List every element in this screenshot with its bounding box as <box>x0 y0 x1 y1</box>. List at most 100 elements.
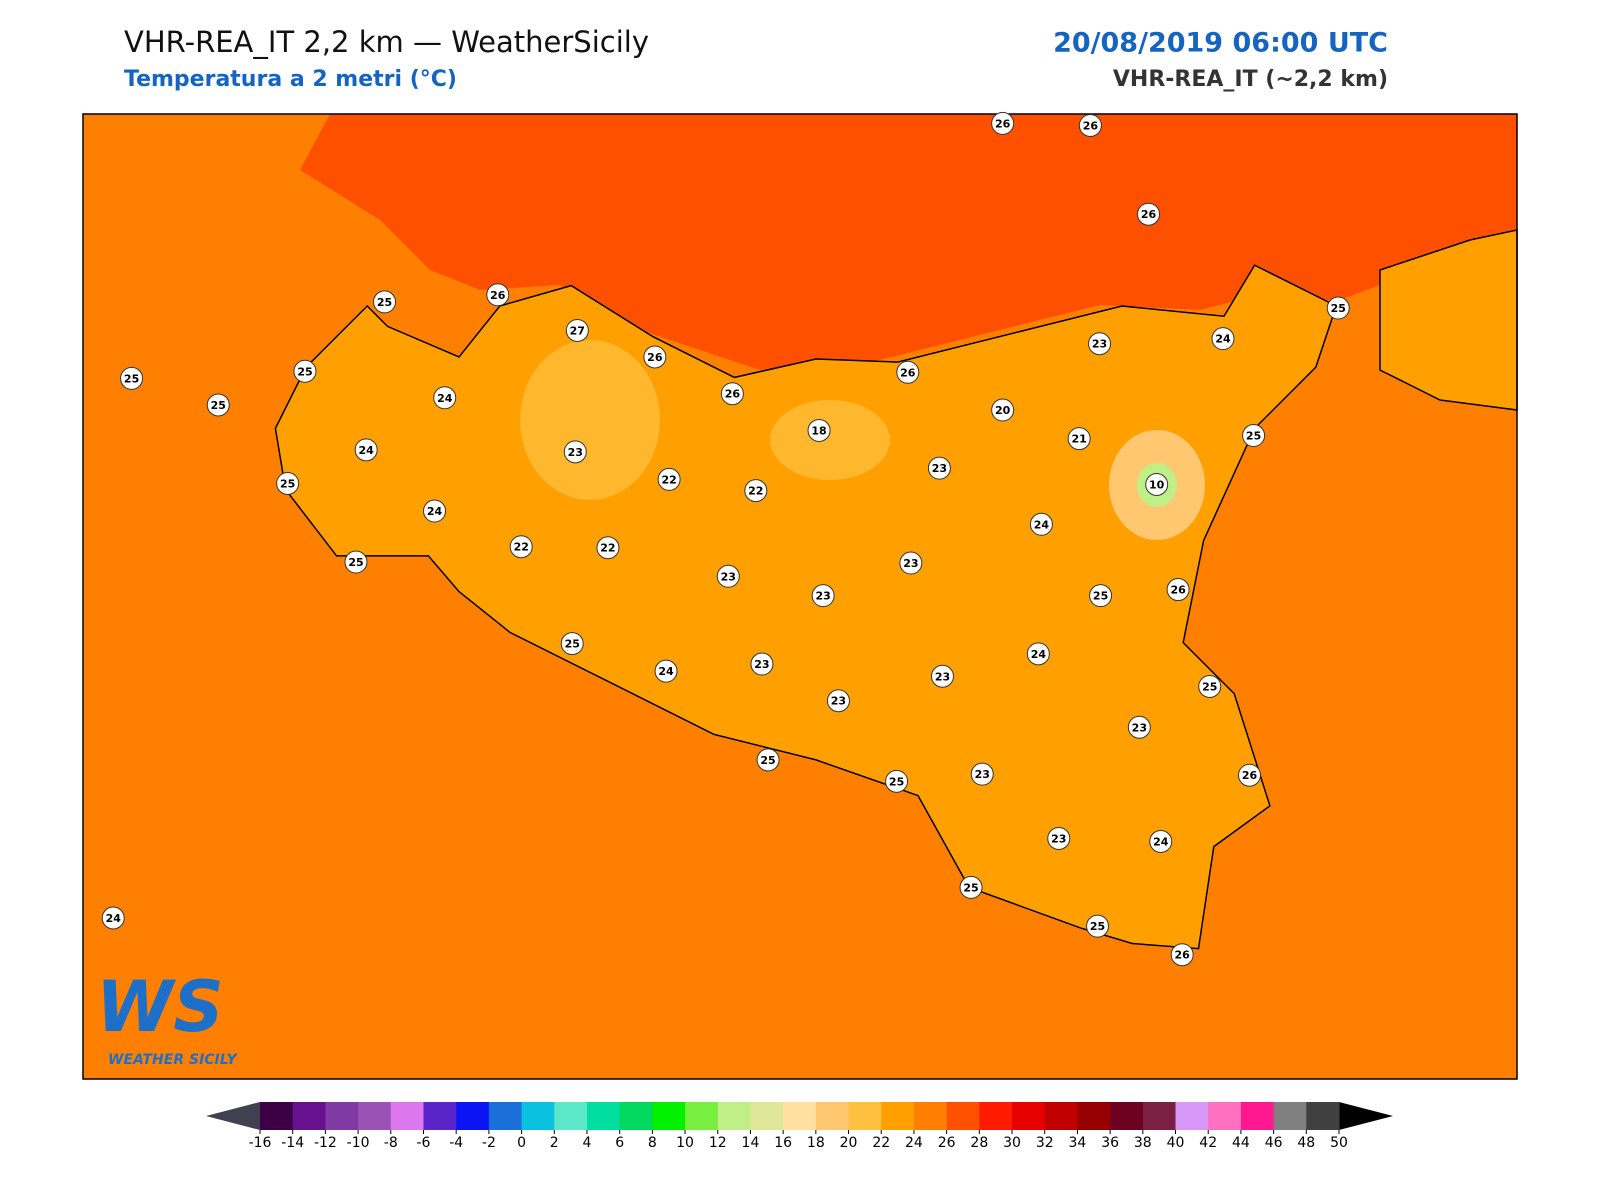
station-value: 25 <box>211 399 226 412</box>
station-value: 24 <box>1153 836 1169 849</box>
colorbar-bin <box>1273 1102 1307 1130</box>
station-marker <box>744 479 768 503</box>
colorbar-bin <box>1175 1102 1209 1130</box>
station-value: 23 <box>975 768 990 781</box>
station-value: 25 <box>280 477 295 490</box>
colorbar-bin <box>717 1102 751 1130</box>
colorbar-bin <box>423 1102 457 1130</box>
station-marker <box>930 664 954 688</box>
station-marker <box>885 769 909 793</box>
colorbar-tick-label: 26 <box>938 1135 956 1151</box>
station-marker <box>750 652 774 676</box>
station-value: 23 <box>935 670 950 683</box>
station-marker <box>354 438 378 462</box>
station-value: 18 <box>811 424 826 437</box>
station-marker <box>657 467 681 491</box>
station-value: 25 <box>348 556 363 569</box>
colorbar-bin <box>488 1102 523 1130</box>
colorbar-bin <box>881 1102 915 1130</box>
station-marker <box>927 456 951 480</box>
station-marker <box>373 290 397 314</box>
station-marker <box>1047 826 1071 850</box>
station-marker <box>991 398 1015 422</box>
colorbar-tick-label: 8 <box>648 1135 657 1151</box>
station-value: 25 <box>377 296 392 309</box>
map <box>82 113 1518 1080</box>
colorbar-bin <box>1142 1102 1177 1130</box>
station-value: 23 <box>1051 832 1066 845</box>
station-value: 25 <box>124 372 139 385</box>
station-marker <box>1149 830 1173 853</box>
logo-text: WEATHER SICILY <box>108 1052 239 1068</box>
station-value: 23 <box>903 557 918 570</box>
colorbar-tick-label: -8 <box>384 1135 398 1151</box>
station-value: 26 <box>995 117 1011 130</box>
station-value: 10 <box>1149 479 1165 492</box>
colorbar-tick-label: 50 <box>1330 1135 1348 1151</box>
station-value: 21 <box>1072 433 1087 446</box>
station-value: 20 <box>995 404 1011 417</box>
colorbar-tick-label: 16 <box>774 1135 792 1151</box>
station-value: 25 <box>1331 302 1346 315</box>
warm-patch <box>770 400 890 480</box>
colorbar-tick-label: 46 <box>1265 1135 1283 1151</box>
station-marker <box>486 283 510 307</box>
colorbar-tick-label: 44 <box>1232 1135 1250 1151</box>
station-marker <box>811 584 835 608</box>
station-marker <box>1145 473 1169 496</box>
station-value: 25 <box>1246 430 1261 443</box>
station-value: 26 <box>1083 119 1099 132</box>
colorbar-bin <box>260 1102 294 1130</box>
colorbar-bin <box>815 1102 850 1130</box>
station-marker <box>807 418 831 442</box>
station-value: 25 <box>1090 920 1105 933</box>
station-value: 24 <box>106 912 122 925</box>
station-marker <box>276 471 300 495</box>
station-marker <box>565 318 589 342</box>
colorbar-bin <box>521 1102 555 1130</box>
station-marker <box>654 659 678 683</box>
station-marker <box>1029 512 1053 536</box>
station-value: 25 <box>760 754 775 767</box>
station-value: 22 <box>600 542 615 555</box>
station-value: 25 <box>297 365 312 378</box>
colorbar-bin <box>946 1102 980 1130</box>
station-value: 24 <box>658 665 674 678</box>
colorbar-bin <box>325 1102 359 1130</box>
station-value: 26 <box>647 351 663 364</box>
colorbar-bin <box>358 1102 392 1130</box>
colorbar-tick-label: 2 <box>550 1135 559 1151</box>
station-value: 24 <box>1215 333 1231 346</box>
colorbar-tick-label: 4 <box>583 1135 592 1151</box>
station-marker <box>1067 427 1091 451</box>
station-marker <box>1137 202 1161 226</box>
station-marker <box>1242 424 1266 448</box>
station-marker <box>344 550 368 574</box>
colorbar-bin <box>1110 1102 1144 1130</box>
colorbar-tick-label: 28 <box>970 1135 988 1151</box>
station-value: 24 <box>1034 518 1050 531</box>
station-value: 25 <box>889 775 904 788</box>
colorbar-tick-label: -14 <box>281 1135 304 1151</box>
colorbar-tick-label: -2 <box>482 1135 496 1151</box>
colorbar-tick-label: 6 <box>615 1135 624 1151</box>
station-value: 23 <box>831 695 846 708</box>
station-value: 26 <box>1141 208 1157 221</box>
station-value: 25 <box>1202 680 1217 693</box>
station-marker <box>826 689 850 713</box>
station-marker <box>1088 332 1112 356</box>
colorbar-bin <box>554 1102 588 1130</box>
station-value: 26 <box>1170 584 1186 597</box>
colorbar-tick-label: 48 <box>1297 1135 1315 1151</box>
station-value: 25 <box>1093 590 1108 603</box>
colorbar-bin <box>1077 1102 1111 1130</box>
station-marker <box>1166 578 1190 602</box>
colorbar-bin <box>456 1102 490 1130</box>
station-value: 26 <box>900 366 916 379</box>
colorbar-tick-label: 36 <box>1101 1135 1119 1151</box>
station-value: 23 <box>754 658 769 671</box>
map-frame <box>82 113 1518 1080</box>
station-marker <box>896 360 920 384</box>
extend-high <box>1339 1102 1393 1130</box>
colorbar-tick-label: 0 <box>517 1135 526 1151</box>
